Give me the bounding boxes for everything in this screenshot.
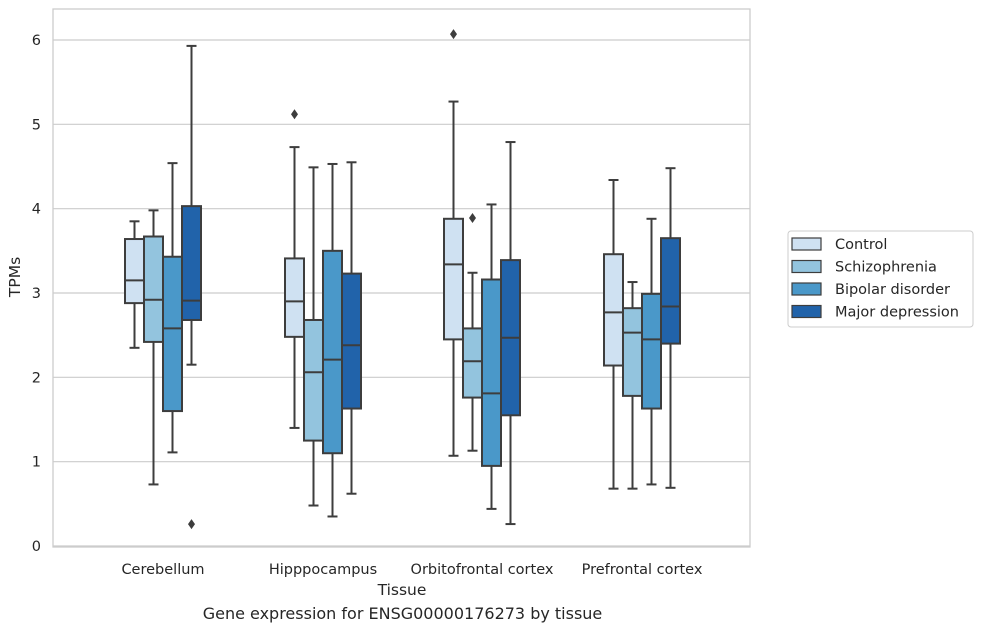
box-iqr bbox=[443, 217, 464, 341]
legend-label: Schizophrenia bbox=[835, 260, 937, 276]
box-schizophrenia bbox=[143, 209, 164, 486]
box-iqr bbox=[462, 327, 483, 399]
box-schizophrenia bbox=[303, 166, 324, 507]
box-major-depression bbox=[500, 141, 521, 526]
box-iqr bbox=[162, 255, 183, 413]
figure-caption: Gene expression for ENSG00000176273 by t… bbox=[202, 604, 603, 623]
legend-label: Major depression bbox=[835, 305, 959, 321]
box-iqr bbox=[124, 238, 145, 305]
box-iqr bbox=[641, 292, 662, 410]
box-iqr bbox=[143, 235, 164, 343]
box-control bbox=[284, 109, 305, 429]
box-bipolar-disorder bbox=[641, 217, 662, 486]
box-control bbox=[443, 29, 464, 457]
box-major-depression bbox=[660, 167, 681, 489]
plot-frame bbox=[52, 8, 751, 548]
box-iqr bbox=[603, 253, 624, 367]
box-groups bbox=[124, 29, 681, 530]
box-schizophrenia bbox=[622, 281, 643, 490]
legend-swatch bbox=[791, 282, 822, 296]
x-tick-label: Cerebellum bbox=[121, 562, 204, 578]
box-bipolar-disorder bbox=[481, 203, 502, 510]
legend-frame bbox=[787, 230, 974, 328]
y-tick-label: 2 bbox=[32, 370, 41, 386]
x-tick-label: Orbitofrontal cortex bbox=[411, 562, 554, 578]
outlier-point bbox=[469, 212, 476, 223]
x-tick-labels: Cerebellum Hipppocampus Orbitofrontal cort… bbox=[121, 562, 702, 578]
legend-swatch bbox=[791, 237, 822, 251]
outlier-point bbox=[188, 519, 195, 530]
y-tick-label: 5 bbox=[32, 117, 41, 133]
box-control bbox=[124, 220, 145, 349]
box-iqr bbox=[303, 318, 324, 442]
box-schizophrenia bbox=[462, 212, 483, 452]
box-iqr bbox=[341, 272, 362, 410]
box-iqr bbox=[622, 307, 643, 397]
outlier-point bbox=[450, 29, 457, 40]
box-control bbox=[603, 178, 624, 490]
box-iqr bbox=[322, 249, 343, 455]
legend-swatch bbox=[791, 304, 822, 319]
legend-swatch bbox=[791, 259, 822, 274]
box-major-depression bbox=[181, 44, 202, 530]
y-tick-labels: 0 1 2 3 4 5 6 bbox=[32, 33, 41, 555]
legend-label: Control bbox=[835, 237, 887, 253]
outlier-point bbox=[291, 109, 298, 120]
box-bipolar-disorder bbox=[162, 162, 183, 454]
legend-label: Bipolar disorder bbox=[835, 282, 950, 298]
x-tick-label: Prefrontal cortex bbox=[582, 562, 703, 578]
legend: Control Schizophrenia Bipolar disorder Majo… bbox=[787, 230, 974, 328]
box-major-depression bbox=[341, 161, 362, 495]
y-tick-label: 4 bbox=[32, 202, 41, 218]
y-tick-label: 6 bbox=[32, 33, 41, 49]
y-tick-label: 1 bbox=[32, 455, 41, 471]
x-tick-label: Hipppocampus bbox=[269, 562, 377, 578]
y-tick-label: 3 bbox=[32, 286, 41, 302]
y-axis-label: TPMs bbox=[6, 257, 24, 298]
box-iqr bbox=[660, 237, 681, 345]
box-bipolar-disorder bbox=[322, 162, 343, 518]
box-iqr bbox=[284, 257, 305, 338]
box-iqr bbox=[481, 278, 502, 467]
y-tick-label: 0 bbox=[32, 539, 41, 555]
box-iqr bbox=[181, 205, 202, 321]
x-axis-label: Tissue bbox=[377, 581, 427, 599]
boxplot-chart: 0 1 2 3 4 5 6 Cerebellum Hipppocampus Orbitofron… bbox=[6, 8, 974, 599]
